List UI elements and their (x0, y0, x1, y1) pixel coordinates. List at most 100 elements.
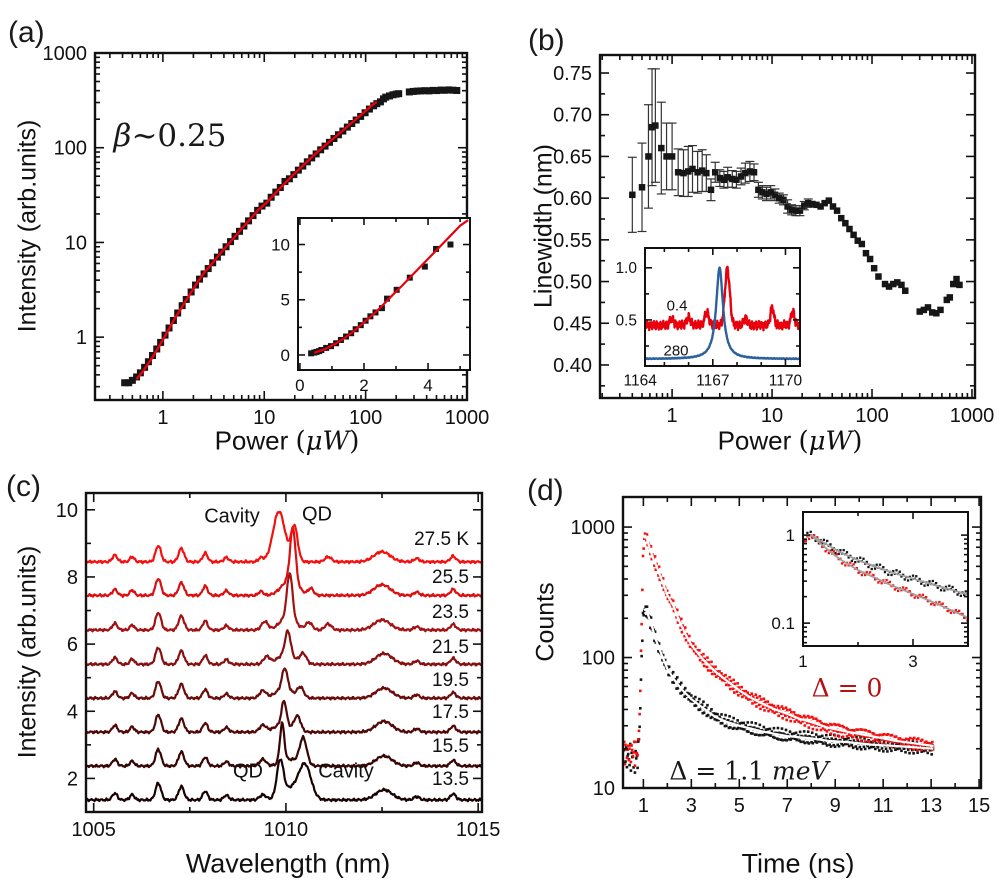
plot-frame (621, 495, 983, 790)
svg-text:0.65: 0.65 (553, 146, 592, 168)
svg-text:100: 100 (582, 648, 615, 670)
panel-b-x-axis-label: Power (μW) (718, 426, 863, 457)
svg-text:10: 10 (593, 778, 615, 800)
cavity-label-bottom: Cavity (318, 760, 374, 783)
panel-a: (a) Intensity (arb.units) Power (μW) β~0… (0, 0, 500, 457)
beta-annotation: β~0.25 (114, 118, 227, 154)
panel-a-plot: 1 10 100 1000 1 10 100 1000 0 2 4 0 5 10 (43, 43, 490, 429)
svg-text:2: 2 (359, 376, 368, 395)
temperature-label: 21.5 (432, 637, 469, 658)
panel-d-y-axis-label: Counts (531, 582, 560, 662)
svg-text:1000: 1000 (445, 407, 490, 429)
panel-d: (d) Counts Time (ns) Δ = 0 Δ = 1.1 meV 1… (500, 450, 1000, 896)
svg-text:1: 1 (798, 652, 807, 671)
svg-text:0.75: 0.75 (553, 63, 592, 85)
chart-main: 1005 1010 1015 2 4 6 8 10 (56, 491, 500, 841)
series-layer (121, 86, 461, 387)
xlabel-unit: μW (808, 426, 853, 457)
chart-inset: 1164 1167 1170 0.5 1.0 (615, 247, 803, 390)
panel-a-tag: (a) (8, 16, 45, 49)
curve-27.5 K (85, 510, 483, 565)
svg-text:6: 6 (67, 634, 78, 656)
chart-inset: 0 2 4 0 5 10 (271, 217, 471, 395)
svg-text:0.5: 0.5 (615, 312, 637, 329)
panel-a-x-axis-label: Power (μW) (215, 426, 360, 457)
svg-text:4: 4 (67, 701, 78, 723)
tick-labels: 1005 1010 1015 2 4 6 8 10 (56, 500, 500, 841)
curve-280 (644, 266, 801, 361)
panel-c-tag: (c) (6, 470, 41, 503)
axis-ticks (86, 493, 482, 813)
svg-text:1015: 1015 (456, 819, 500, 841)
svg-text:5: 5 (734, 795, 745, 817)
tick-labels: 1 10 100 1000 0.40 0.45 0.50 0.55 0.60 0.65 0.70 0.… (553, 63, 994, 427)
plot-frame (598, 53, 977, 400)
axis-ticks (298, 218, 470, 370)
tick-labels: 0 2 4 0 5 10 (271, 235, 433, 395)
beta-symbol: β (113, 118, 132, 154)
temperature-label: 19.5 (432, 670, 469, 691)
svg-text:9: 9 (830, 795, 841, 817)
series-layer (308, 219, 469, 357)
svg-text:10: 10 (65, 232, 87, 254)
svg-text:1.0: 1.0 (615, 260, 637, 277)
qd-label-bottom: QD (233, 760, 263, 783)
tick-labels: 1164 1167 1170 0.5 1.0 (615, 260, 802, 389)
decay-fit-line (807, 534, 969, 596)
curve-13.5 (85, 758, 483, 803)
panel-c-plot: 1005 1010 1015 2 4 6 8 10 (56, 491, 500, 841)
panel-c-x-axis-label: Wavelength (nm) (185, 848, 391, 879)
curve-0.4 (644, 265, 801, 332)
detuning-value: Δ = 1.1 (669, 756, 773, 786)
svg-text:1: 1 (638, 795, 649, 817)
svg-text:1: 1 (76, 327, 87, 349)
inset-power-label-high: 280 (663, 342, 689, 360)
svg-text:4: 4 (423, 376, 432, 395)
inset-power-label-low: 0.4 (666, 297, 688, 315)
cavity-label-top: Cavity (204, 505, 260, 528)
fit-line (135, 100, 378, 380)
xlabel-paren: ) (852, 426, 863, 457)
plot-frame (644, 247, 801, 367)
panel-b-plot: 1 10 100 1000 0.40 0.45 0.50 0.55 0.60 0.65 0.70 0.… (553, 53, 994, 427)
axis-ticks (623, 497, 981, 789)
plot-frame (297, 217, 471, 371)
curve-21.5 (85, 629, 483, 667)
temperature-label: 27.5 K (414, 529, 469, 550)
svg-text:1: 1 (786, 526, 795, 545)
panel-c: (c) Intensity (arb.units) Wavelength (nm… (0, 450, 500, 896)
xlabel-text: Power (214, 425, 296, 456)
svg-text:8: 8 (67, 567, 78, 589)
series-layer (622, 532, 935, 774)
curve-23.5 (85, 572, 483, 633)
svg-text:10: 10 (271, 235, 290, 254)
decay-fit-line (643, 608, 934, 750)
panel-c-y-axis-label: Intensity (arb.units) (13, 545, 42, 759)
svg-text:5: 5 (281, 291, 290, 310)
svg-text:100: 100 (54, 138, 87, 160)
svg-text:10: 10 (56, 500, 78, 522)
detuning-label: Δ = 1.1 meV (669, 757, 828, 786)
svg-text:11: 11 (873, 795, 894, 817)
panel-d-x-axis-label: Time (ns) (741, 848, 855, 879)
svg-text:0.1: 0.1 (771, 614, 795, 633)
xlabel-text: Power (717, 425, 799, 456)
tick-labels: 1 310.1 (771, 526, 917, 671)
svg-text:0.55: 0.55 (553, 230, 592, 252)
svg-text:3: 3 (908, 652, 917, 671)
svg-text:0.50: 0.50 (553, 272, 592, 294)
curve-15.5 (85, 721, 483, 769)
plot-frame (802, 511, 969, 647)
panel-b-y-axis-label: Linewidth (nm) (529, 144, 558, 308)
xlabel-paren: ) (349, 426, 360, 457)
beta-value: ~0.25 (131, 118, 227, 154)
detuning-zero-label: Δ = 0 (811, 673, 883, 703)
axis-ticks (95, 52, 468, 400)
axis-ticks (802, 512, 969, 646)
svg-text:0.60: 0.60 (553, 188, 592, 210)
svg-text:1000: 1000 (571, 517, 616, 539)
